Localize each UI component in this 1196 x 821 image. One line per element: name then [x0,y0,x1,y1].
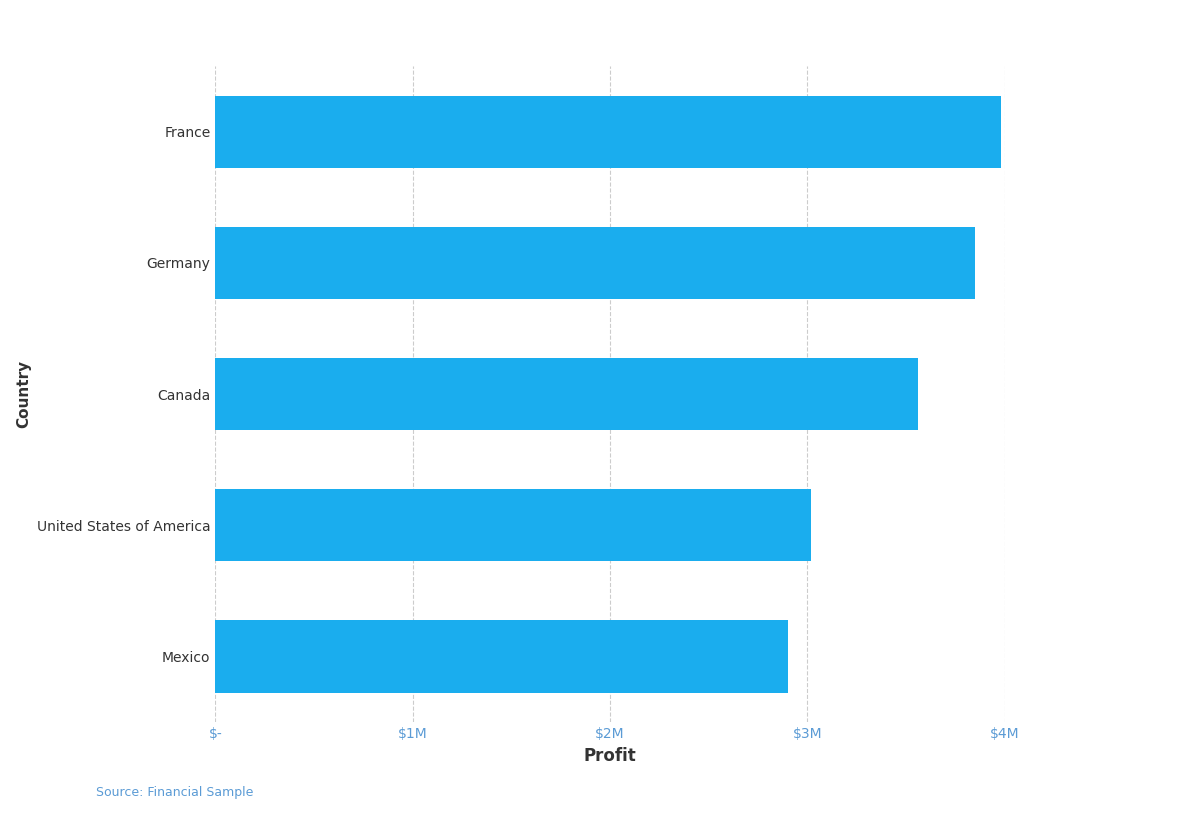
Bar [215,227,975,299]
Bar [215,95,1001,167]
Text: Source: Financial Sample: Source: Financial Sample [96,787,254,800]
Y-axis label: Country: Country [17,360,31,428]
Bar [215,489,811,562]
X-axis label: Profit: Profit [584,747,636,765]
Bar [215,621,787,693]
Bar [215,358,917,430]
